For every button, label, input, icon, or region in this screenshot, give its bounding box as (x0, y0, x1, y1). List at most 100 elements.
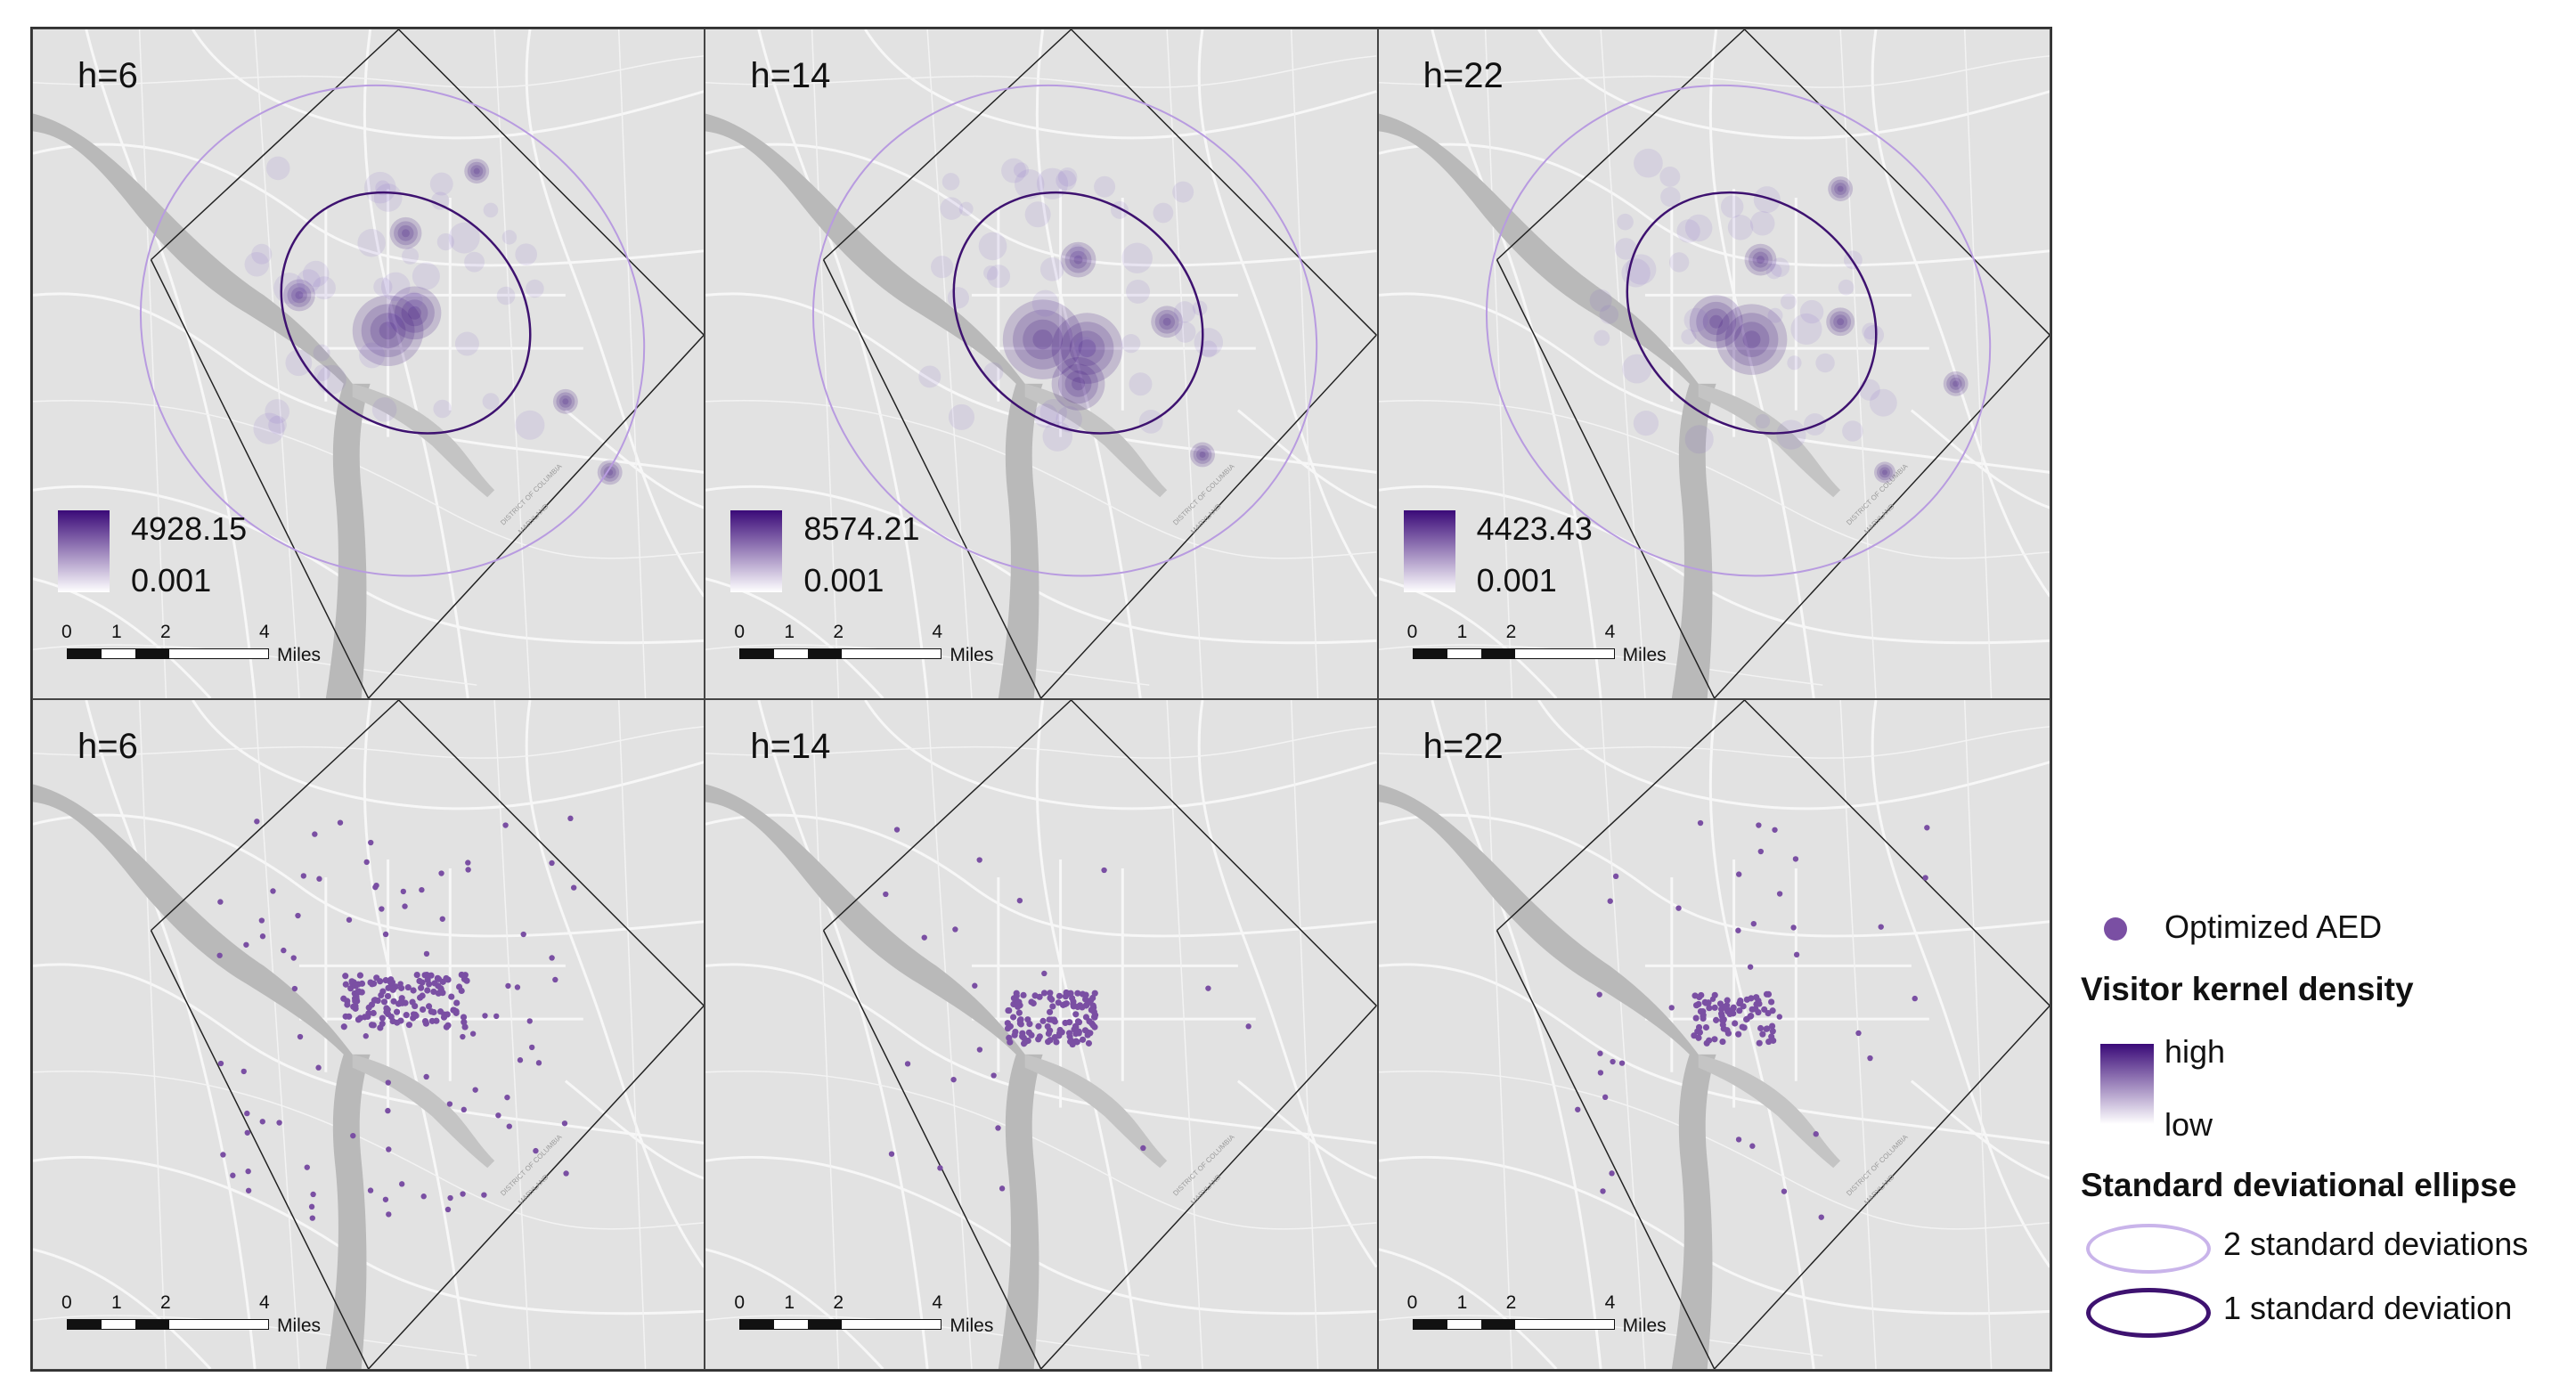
aed-point (1855, 1030, 1862, 1037)
aed-point (1048, 1016, 1056, 1023)
density-blob (363, 171, 396, 204)
aed-point (419, 886, 425, 893)
aed-point (1618, 1060, 1625, 1066)
density-blob (1121, 242, 1153, 273)
aed-point (1765, 990, 1772, 998)
panel-title: h=22 (1423, 727, 1504, 766)
density-blob (1708, 314, 1723, 329)
aed-point (990, 1072, 998, 1079)
aed-point (428, 1017, 436, 1024)
density-blob (380, 272, 411, 302)
aed-point (382, 977, 389, 984)
density-blob (1073, 255, 1083, 265)
aed-point (245, 1187, 252, 1193)
density-blob (482, 393, 500, 411)
aed-point (1074, 990, 1081, 997)
aed-point (1070, 998, 1077, 1006)
aed-point (563, 1170, 569, 1177)
aed-point (245, 1168, 251, 1175)
scale-tick-label: 4 (1604, 1292, 1616, 1313)
aed-point (1056, 999, 1063, 1006)
aed-point (1596, 991, 1602, 998)
scale-tick-label: 1 (1456, 1292, 1468, 1313)
density-blob (1058, 363, 1099, 404)
density-blob (600, 462, 620, 482)
density-blob (515, 410, 545, 440)
density-blob (1051, 313, 1123, 384)
density-ramp-icon (1403, 510, 1455, 592)
aed-point (365, 1004, 372, 1011)
aed-point (460, 1014, 468, 1021)
aed-point (421, 1017, 429, 1025)
scale-bar: 0 1 2 4 Miles (1404, 1292, 1689, 1346)
density-blob (431, 191, 450, 210)
density-max-value: 4928.15 (131, 510, 248, 547)
aed-point (430, 1008, 437, 1016)
density-blob (1949, 377, 1962, 390)
aed-point (1771, 827, 1778, 833)
map-panel-3: DISTRICT OF COLUMBIA MARYLAND h=22 4423.… (1377, 29, 2050, 699)
density-blob (1668, 252, 1689, 273)
aed-point (1740, 1003, 1747, 1010)
aed-point (312, 831, 318, 837)
scale-unit: Miles (1622, 1316, 1667, 1336)
density-blob (1720, 195, 1744, 218)
aed-point (1735, 1007, 1743, 1014)
density-blob (389, 216, 422, 249)
density-ramp-icon (58, 510, 110, 592)
aed-point (1599, 1188, 1606, 1194)
aed-point (356, 972, 364, 979)
scale-tick-label: 4 (932, 622, 943, 642)
aed-point (1597, 1070, 1603, 1076)
density-blob (1733, 322, 1770, 358)
dc-boundary (823, 700, 1377, 1369)
density-blob (1742, 330, 1761, 349)
aed-point (398, 999, 406, 1006)
aed-point (403, 1012, 410, 1019)
density-blob (454, 331, 479, 356)
density-blob (464, 251, 485, 273)
density-blob (361, 304, 415, 358)
aed-point (1695, 993, 1702, 1001)
scale-bar: 0 1 2 4 Miles (58, 622, 343, 675)
scale-tick-label: 0 (734, 622, 746, 642)
density-blob (1680, 329, 1697, 345)
aed-point (217, 899, 224, 905)
aed-point (389, 979, 396, 986)
aed-point (281, 947, 287, 954)
aed-point (905, 1061, 911, 1067)
aed-point (402, 903, 408, 909)
aed-point (398, 1181, 405, 1187)
aed-point (379, 988, 387, 995)
map-panel-6: DISTRICT OF COLUMBIA MARYLAND h=22 0 1 2… (1377, 699, 2050, 1370)
density-blob (1199, 451, 1206, 458)
panel-title: h=14 (750, 56, 831, 95)
density-blob (1676, 219, 1700, 243)
aed-point (1776, 1014, 1782, 1020)
aed-point (1062, 1019, 1069, 1026)
density-max-value: 4423.43 (1476, 510, 1593, 547)
aed-point (1075, 1018, 1082, 1025)
aed-point (952, 926, 958, 933)
density-max-value: 8574.21 (803, 510, 920, 547)
density-blob (556, 392, 575, 411)
aed-point (413, 971, 420, 979)
density-blob (1825, 307, 1855, 337)
aed-point (1607, 898, 1613, 904)
density-blob (1040, 257, 1064, 281)
aed-point (444, 1206, 452, 1213)
density-blob (1659, 166, 1680, 187)
density-blob (1190, 442, 1216, 468)
density-blob (1837, 185, 1844, 192)
scale-tick-label: 1 (784, 1292, 795, 1313)
density-ramp-icon (730, 510, 783, 592)
density-blob (316, 364, 346, 395)
density-blob (918, 365, 942, 388)
scale-bar: 0 1 2 4 Miles (58, 1292, 343, 1346)
density-blob (464, 159, 490, 184)
aed-point (400, 888, 407, 895)
aed-point (446, 1101, 453, 1107)
ellipse-2sd (1485, 84, 1991, 577)
aed-point (295, 912, 301, 919)
map-panel-2: DISTRICT OF COLUMBIA MARYLAND h=14 8574.… (705, 29, 1378, 699)
